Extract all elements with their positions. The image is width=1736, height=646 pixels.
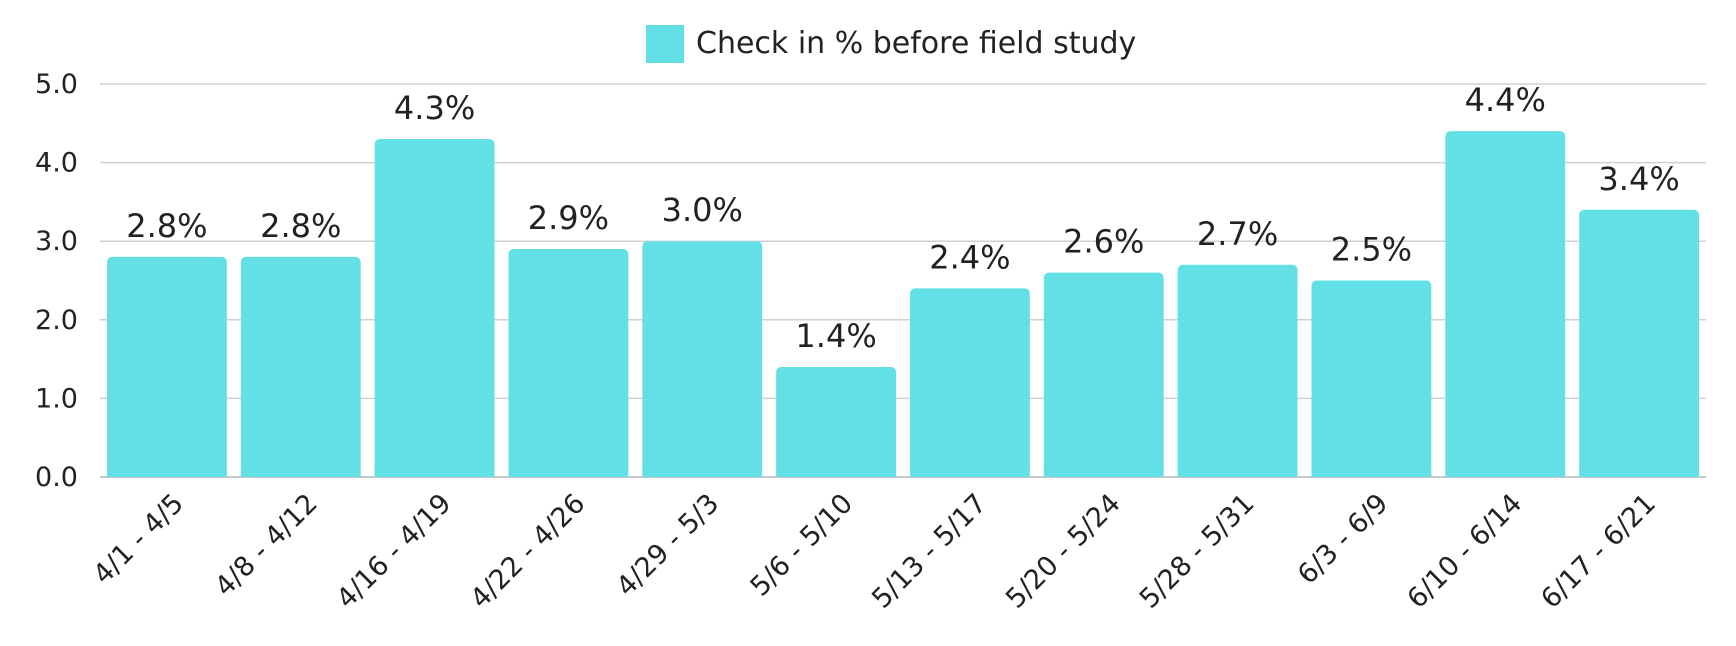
data-label: 3.0% bbox=[662, 191, 743, 229]
data-label: 2.5% bbox=[1331, 231, 1412, 269]
y-tick-label: 2.0 bbox=[35, 305, 78, 336]
x-axis: 4/1 - 4/5 4/8 - 4/12 4/16 - 4/19 4/22 - 4/2… bbox=[87, 488, 1662, 615]
data-label: 1.4% bbox=[795, 317, 876, 355]
y-tick-label: 3.0 bbox=[35, 226, 78, 257]
data-label: 4.3% bbox=[394, 89, 475, 127]
legend: Check in % before field study bbox=[646, 25, 1136, 63]
bar-base bbox=[374, 469, 495, 477]
bar bbox=[1177, 264, 1298, 477]
bar-base bbox=[1043, 469, 1164, 477]
y-tick-label: 1.0 bbox=[35, 383, 78, 414]
x-tick-label: 5/20 - 5/24 bbox=[1000, 488, 1127, 615]
data-label: 4.4% bbox=[1465, 81, 1546, 119]
y-tick-label: 5.0 bbox=[35, 69, 78, 100]
bar-base bbox=[1311, 469, 1432, 477]
x-tick-label: 4/29 - 5/3 bbox=[611, 488, 726, 603]
bar-base bbox=[1445, 469, 1566, 477]
bar bbox=[1445, 131, 1566, 477]
data-label: 2.6% bbox=[1063, 223, 1144, 261]
x-tick-label: 6/10 - 6/14 bbox=[1402, 488, 1529, 615]
bar bbox=[642, 241, 763, 477]
x-tick-label: 6/3 - 6/9 bbox=[1292, 488, 1394, 590]
x-tick-label: 5/13 - 5/17 bbox=[866, 488, 993, 615]
x-tick-label: 4/1 - 4/5 bbox=[87, 488, 189, 590]
bar-base bbox=[1177, 469, 1298, 477]
y-axis: 0.0 1.0 2.0 3.0 4.0 5.0 bbox=[35, 69, 78, 493]
bar-base bbox=[1579, 469, 1699, 477]
data-label: 2.9% bbox=[528, 199, 609, 237]
bar bbox=[910, 288, 1030, 477]
bar bbox=[374, 139, 495, 477]
bar bbox=[1311, 280, 1432, 477]
bar bbox=[107, 256, 227, 477]
x-tick-label: 6/17 - 6/21 bbox=[1535, 488, 1662, 615]
legend-label: Check in % before field study bbox=[696, 26, 1136, 61]
bar-base bbox=[776, 469, 896, 477]
data-label: 2.4% bbox=[929, 238, 1010, 276]
x-tick-label: 4/22 - 4/26 bbox=[465, 488, 592, 615]
x-tick-label: 4/8 - 4/12 bbox=[209, 488, 324, 603]
bar bbox=[1579, 209, 1699, 477]
bar-base bbox=[240, 469, 361, 477]
bar bbox=[508, 249, 629, 477]
bar-base bbox=[910, 469, 1030, 477]
bars bbox=[107, 131, 1699, 477]
data-label: 2.8% bbox=[126, 207, 207, 245]
data-label: 3.4% bbox=[1598, 160, 1679, 198]
bar-base bbox=[508, 469, 629, 477]
x-tick-label: 5/28 - 5/31 bbox=[1134, 488, 1261, 615]
bar-base bbox=[107, 469, 227, 477]
bar bbox=[1043, 272, 1164, 477]
bar bbox=[776, 366, 896, 477]
bar bbox=[240, 256, 361, 477]
x-tick-label: 4/16 - 4/19 bbox=[331, 488, 458, 615]
gridlines bbox=[100, 83, 1706, 478]
y-tick-label: 0.0 bbox=[35, 462, 78, 493]
data-labels: 2.8% 2.8% 4.3% 2.9% 3.0% 1.4% 2.4% 2.6% 2.7% 2.5%… bbox=[126, 81, 1679, 355]
legend-swatch bbox=[646, 25, 684, 63]
data-label: 2.8% bbox=[260, 207, 341, 245]
bar-base bbox=[642, 469, 763, 477]
data-label: 2.7% bbox=[1197, 215, 1278, 253]
y-tick-label: 4.0 bbox=[35, 148, 78, 179]
x-tick-label: 5/6 - 5/10 bbox=[744, 488, 859, 603]
